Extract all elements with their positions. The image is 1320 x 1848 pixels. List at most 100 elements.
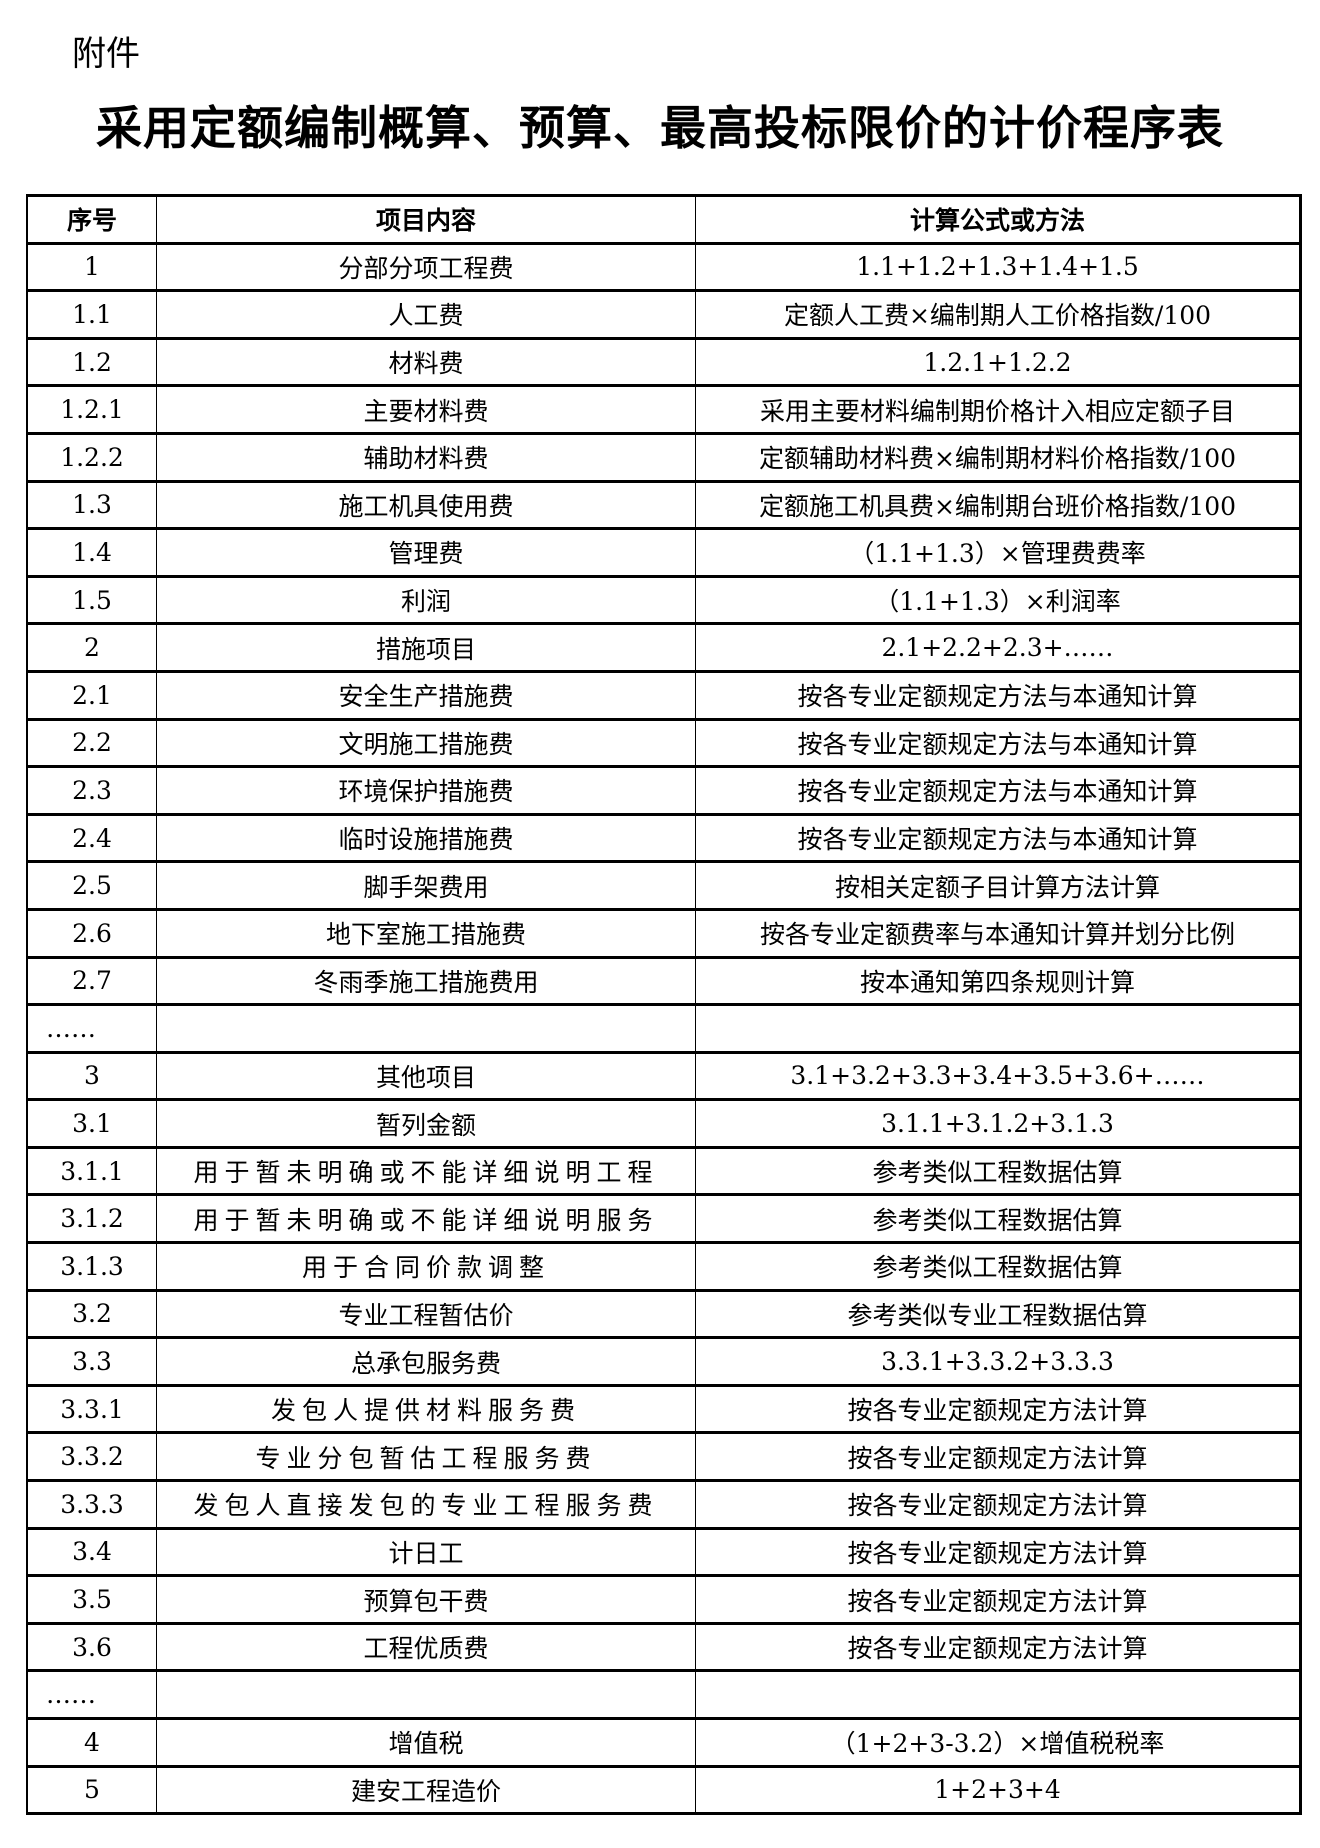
table-row: 3.6 工程优质费 按各专业定额规定方法计算	[26, 1621, 1301, 1673]
cell-formula: 按相关定额子目计算方法计算	[695, 860, 1301, 911]
cell-index: 1.1	[26, 289, 157, 340]
table-row: 2.5 脚手架费用 按相关定额子目计算方法计算	[26, 860, 1301, 911]
table-row: 5 建安工程造价 1+2+3+4	[26, 1764, 1301, 1816]
cell-index: 5	[26, 1764, 157, 1816]
cell-item: 建安工程造价	[156, 1764, 696, 1816]
cell-item: 安全生产措施费	[156, 669, 696, 721]
cell-index: 1.2.2	[26, 431, 157, 483]
table-row: 3.2 专业工程暂估价 参考类似专业工程数据估算	[26, 1288, 1301, 1340]
cell-index: 2.5	[26, 860, 157, 911]
table-row: 2.1 安全生产措施费 按各专业定额规定方法与本通知计算	[26, 669, 1301, 721]
cell-formula: 按各专业定额规定方法与本通知计算	[695, 669, 1301, 721]
cell-index: 2.2	[26, 717, 157, 769]
table-row: 2.6 地下室施工措施费 按各专业定额费率与本通知计算并划分比例	[26, 907, 1301, 959]
cell-index: 3.3	[26, 1336, 157, 1387]
table-row: 1.2.2 辅助材料费 定额辅助材料费×编制期材料价格指数/100	[26, 431, 1301, 483]
cell-item: 地下室施工措施费	[156, 907, 696, 959]
cell-formula: 按各专业定额规定方法计算	[695, 1526, 1301, 1578]
cell-item: 利润	[156, 574, 696, 626]
cell-index: 1.5	[26, 574, 157, 626]
cell-index: 2.7	[26, 955, 157, 1007]
cell-index: 3.3.3	[26, 1479, 157, 1530]
table-row: 1.2.1 主要材料费 采用主要材料编制期价格计入相应定额子目	[26, 384, 1301, 435]
cell-index: 1.3	[26, 479, 157, 531]
cell-formula: 2.1+2.2+2.3+……	[695, 622, 1301, 673]
cell-formula: 按各专业定额费率与本通知计算并划分比例	[695, 907, 1301, 959]
cell-item: 脚手架费用	[156, 860, 696, 911]
cell-item: 发包人直接发包的专业工程服务费	[156, 1479, 696, 1530]
cell-index: 3.1	[26, 1098, 157, 1149]
cell-index: 3.1.1	[26, 1145, 157, 1197]
cell-formula: 参考类似工程数据估算	[695, 1193, 1301, 1245]
cell-index: 2.3	[26, 765, 157, 816]
cell-item: 预算包干费	[156, 1574, 696, 1625]
table-row: 3.3.1 发包人提供材料服务费 按各专业定额规定方法计算	[26, 1383, 1301, 1435]
cell-formula: （1.1+1.3）×利润率	[695, 574, 1301, 626]
cell-item	[156, 1003, 696, 1054]
cell-formula: 采用主要材料编制期价格计入相应定额子目	[695, 384, 1301, 435]
cell-index: 4	[26, 1717, 157, 1768]
cell-item: 分部分项工程费	[156, 241, 696, 293]
cell-item	[156, 1669, 696, 1720]
cell-formula: 按各专业定额规定方法与本通知计算	[695, 765, 1301, 816]
cell-formula: 按各专业定额规定方法计算	[695, 1479, 1301, 1530]
cell-formula: 1.2.1+1.2.2	[695, 336, 1301, 388]
cell-item: 措施项目	[156, 622, 696, 673]
table-row: 2.4 临时设施措施费 按各专业定额规定方法与本通知计算	[26, 812, 1301, 864]
table-row: 3.3.2 专业分包暂估工程服务费 按各专业定额规定方法计算	[26, 1431, 1301, 1483]
cell-item: 辅助材料费	[156, 431, 696, 483]
cell-item: 人工费	[156, 289, 696, 340]
cell-item: 用于合同价款调整	[156, 1241, 696, 1292]
cell-item: 材料费	[156, 336, 696, 388]
table-row: 3.5 预算包干费 按各专业定额规定方法计算	[26, 1574, 1301, 1625]
table-row: 3.3.3 发包人直接发包的专业工程服务费 按各专业定额规定方法计算	[26, 1479, 1301, 1530]
cell-formula: 按各专业定额规定方法与本通知计算	[695, 812, 1301, 864]
page-title: 采用定额编制概算、预算、最高投标限价的计价程序表	[96, 101, 1224, 155]
cell-formula: 1.1+1.2+1.3+1.4+1.5	[695, 241, 1301, 293]
cell-formula: 参考类似专业工程数据估算	[695, 1288, 1301, 1340]
table-row: 2.2 文明施工措施费 按各专业定额规定方法与本通知计算	[26, 717, 1301, 769]
cell-item: 暂列金额	[156, 1098, 696, 1149]
table-row: 1.4 管理费 （1.1+1.3）×管理费费率	[26, 527, 1301, 578]
table-row: 1.2 材料费 1.2.1+1.2.2	[26, 336, 1301, 388]
cell-formula: 3.1.1+3.1.2+3.1.3	[695, 1098, 1301, 1149]
cell-item: 冬雨季施工措施费用	[156, 955, 696, 1007]
cell-item: 计日工	[156, 1526, 696, 1578]
attachment-label: 附件	[72, 34, 140, 74]
cell-item: 环境保护措施费	[156, 765, 696, 816]
cell-item: 发包人提供材料服务费	[156, 1383, 696, 1435]
table-header-row: 序号 项目内容 计算公式或方法	[26, 194, 1301, 245]
cell-formula: （1+2+3-3.2）×增值税税率	[695, 1717, 1301, 1768]
cell-index: 3.1.2	[26, 1193, 157, 1245]
header-item: 项目内容	[156, 194, 696, 245]
table-row: ……	[26, 1003, 1301, 1054]
cell-formula: 按各专业定额规定方法计算	[695, 1383, 1301, 1435]
cell-formula	[695, 1003, 1301, 1054]
cell-formula: 按各专业定额规定方法计算	[695, 1574, 1301, 1625]
cell-item: 专业分包暂估工程服务费	[156, 1431, 696, 1483]
cell-item: 用于暂未明确或不能详细说明服务	[156, 1193, 696, 1245]
table-row: 3.1.2 用于暂未明确或不能详细说明服务 参考类似工程数据估算	[26, 1193, 1301, 1245]
table-row: 2.7 冬雨季施工措施费用 按本通知第四条规则计算	[26, 955, 1301, 1007]
table-row: 1.1 人工费 定额人工费×编制期人工价格指数/100	[26, 289, 1301, 340]
cell-formula: 参考类似工程数据估算	[695, 1241, 1301, 1292]
cell-index: 2.6	[26, 907, 157, 959]
cell-formula: 参考类似工程数据估算	[695, 1145, 1301, 1197]
cell-index: 1.2.1	[26, 384, 157, 435]
cell-item: 用于暂未明确或不能详细说明工程	[156, 1145, 696, 1197]
cell-item: 增值税	[156, 1717, 696, 1768]
cell-formula: 3.1+3.2+3.3+3.4+3.5+3.6+……	[695, 1050, 1301, 1102]
cell-item: 专业工程暂估价	[156, 1288, 696, 1340]
cell-formula: 按各专业定额规定方法与本通知计算	[695, 717, 1301, 769]
cell-index: 3	[26, 1050, 157, 1102]
table-row: 2 措施项目 2.1+2.2+2.3+……	[26, 622, 1301, 673]
cell-index: 3.6	[26, 1621, 157, 1673]
cell-index: 1	[26, 241, 157, 293]
header-formula: 计算公式或方法	[695, 194, 1301, 245]
header-index: 序号	[26, 194, 157, 245]
cell-index: 1.4	[26, 527, 157, 578]
table-row: 1.5 利润 （1.1+1.3）×利润率	[26, 574, 1301, 626]
table-row: 2.3 环境保护措施费 按各专业定额规定方法与本通知计算	[26, 765, 1301, 816]
cell-item: 总承包服务费	[156, 1336, 696, 1387]
cell-formula: 定额人工费×编制期人工价格指数/100	[695, 289, 1301, 340]
